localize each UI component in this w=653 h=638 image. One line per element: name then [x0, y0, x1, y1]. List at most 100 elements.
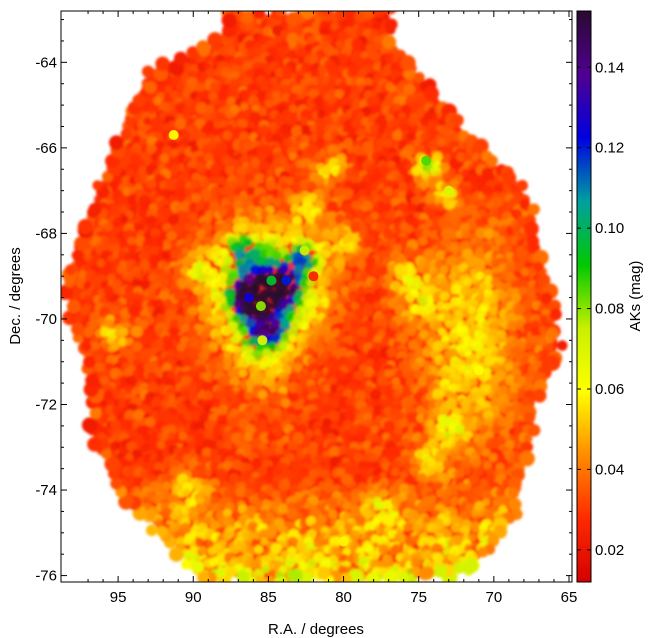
extinction-cell [315, 122, 327, 135]
extinction-cell [476, 467, 485, 476]
extinction-cell [386, 347, 397, 358]
extinction-cell [120, 128, 133, 140]
extinction-cell [190, 178, 201, 190]
extinction-cell [155, 56, 170, 72]
extinction-cell [224, 256, 234, 266]
extinction-cell [300, 411, 312, 422]
extinction-cell [557, 340, 568, 351]
extinction-cell [265, 99, 274, 108]
extinction-cell [210, 291, 222, 303]
extinction-cell [169, 319, 180, 330]
extinction-cell [213, 67, 223, 78]
extinction-cell [347, 66, 359, 79]
extinction-cell [244, 443, 253, 452]
extinction-cell [246, 186, 257, 197]
extinction-cell [404, 476, 414, 486]
extinction-cell [183, 222, 193, 232]
extinction-cell [532, 261, 544, 272]
extinction-cell [127, 193, 139, 205]
extinction-cell [328, 410, 340, 422]
extinction-cell [390, 495, 403, 507]
extinction-cell [272, 350, 283, 361]
extinction-cell [299, 277, 310, 289]
extinction-cell [88, 202, 102, 217]
extinction-cell [370, 376, 379, 385]
extinction-cell [292, 216, 303, 226]
extinction-cell [188, 385, 197, 394]
extinction-cell [133, 292, 142, 301]
extinction-cell [159, 489, 171, 501]
plot-area [61, 11, 568, 582]
extinction-cell [261, 565, 270, 574]
extinction-cell [328, 176, 338, 186]
extinction-cell [251, 404, 262, 414]
extinction-cell [391, 377, 400, 386]
extinction-cell [274, 113, 284, 123]
extinction-cell [328, 509, 338, 520]
extinction-cell [186, 46, 200, 60]
extinction-cell [357, 286, 366, 295]
extinction-cell [315, 453, 324, 463]
extinction-cell [436, 313, 446, 322]
extinction-cell [507, 476, 522, 491]
extinction-cell [335, 173, 346, 183]
extinction-cell [481, 185, 494, 197]
extinction-cell [173, 51, 188, 66]
extinction-cell [180, 522, 192, 534]
extinction-cell [265, 194, 275, 204]
extinction-cell [226, 47, 236, 56]
extinction-cell [247, 205, 257, 215]
extinction-cell [223, 515, 235, 528]
extinction-cell [243, 391, 254, 401]
extinction-cell [344, 410, 354, 421]
extinction-cell [291, 194, 303, 205]
extinction-cell [233, 298, 244, 310]
x-tick-label: 80 [335, 589, 352, 606]
extinction-cell [287, 287, 296, 297]
extinction-cell [426, 112, 435, 121]
extinction-cell [308, 410, 321, 422]
extinction-cell [407, 484, 416, 494]
extinction-cell [314, 428, 323, 437]
extinction-cell [307, 193, 318, 204]
extinction-cell [419, 116, 430, 127]
extinction-cell [190, 230, 199, 239]
extinction-region [266, 275, 277, 286]
extinction-cell [210, 185, 222, 197]
extinction-cell [326, 361, 339, 373]
extinction-cell [243, 76, 253, 85]
extinction-cell [406, 494, 416, 504]
extinction-cell [460, 525, 471, 535]
extinction-cell [242, 60, 254, 71]
extinction-cell [202, 201, 212, 211]
extinction-cell [404, 173, 415, 184]
extinction-cell [134, 272, 143, 281]
extinction-cell [223, 508, 232, 518]
extinction-cell [272, 259, 282, 268]
extinction-region [168, 130, 179, 140]
extinction-cell [178, 230, 188, 239]
extinction-cell [209, 201, 221, 213]
extinction-cell [166, 371, 176, 380]
extinction-cell [406, 266, 417, 277]
extinction-cell [448, 333, 459, 344]
extinction-cell [410, 557, 422, 569]
extinction-cell [230, 334, 241, 345]
extinction-cell [485, 154, 498, 167]
extinction-cell [61, 284, 73, 300]
y-tick-label: -74 [35, 482, 57, 499]
x-axis: 95 90 85 80 75 70 65 [87, 11, 577, 606]
extinction-cell [407, 397, 416, 406]
extinction-cell [475, 227, 487, 239]
extinction-cell [422, 228, 431, 238]
extinction-cell [169, 327, 179, 336]
extinction-cell [487, 534, 500, 547]
extinction-cell [363, 369, 373, 378]
extinction-cell [271, 490, 283, 501]
extinction-cell [188, 499, 197, 508]
extinction-cell [161, 207, 173, 218]
extinction-cell [189, 511, 201, 522]
extinction-cell [242, 141, 254, 153]
extinction-cell [505, 362, 514, 372]
extinction-cell [304, 43, 314, 53]
